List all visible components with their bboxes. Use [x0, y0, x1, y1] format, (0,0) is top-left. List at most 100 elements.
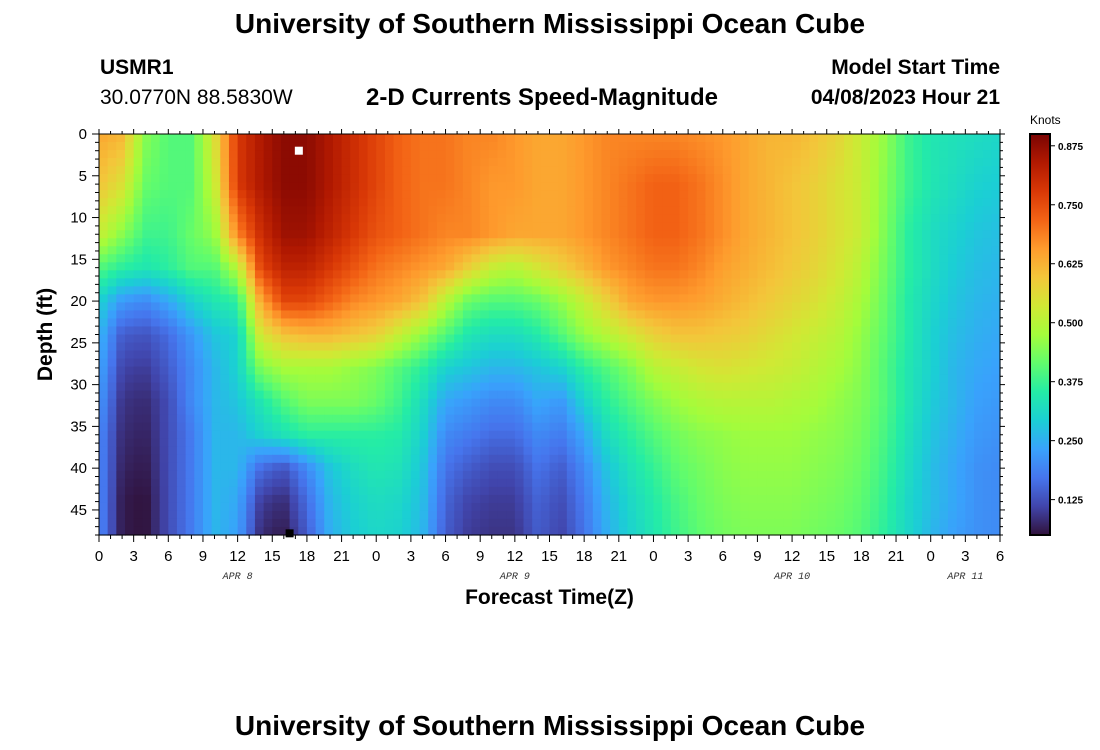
heatmap-cell — [679, 158, 689, 167]
heatmap-cell — [740, 222, 750, 231]
heatmap-cell — [774, 478, 785, 488]
heatmap-cell — [497, 414, 507, 424]
heatmap-cell — [488, 238, 499, 247]
heatmap-cell — [497, 478, 507, 488]
heatmap-cell — [722, 326, 733, 336]
heatmap-cell — [523, 230, 533, 239]
heatmap-cell — [662, 382, 672, 392]
heatmap-cell — [107, 446, 117, 456]
heatmap-cell — [948, 294, 958, 304]
heatmap-cell — [722, 286, 733, 295]
heatmap-cell — [419, 230, 429, 239]
heatmap-cell — [540, 214, 551, 223]
heatmap-cell — [116, 294, 126, 304]
model-start-label: Model Start Time — [831, 56, 1000, 79]
heatmap-cell — [306, 166, 317, 175]
heatmap-cell — [263, 454, 273, 464]
heatmap-cell — [358, 342, 369, 352]
heatmap-cell — [532, 414, 542, 424]
heatmap-cell — [540, 414, 551, 424]
heatmap-cell — [549, 462, 559, 472]
heatmap-cell — [358, 302, 369, 312]
heatmap-cell — [913, 190, 923, 199]
heatmap-cell — [904, 158, 914, 167]
heatmap-cell — [757, 454, 767, 464]
heatmap-cell — [228, 366, 239, 376]
heatmap-cell — [740, 422, 750, 432]
heatmap-cell — [774, 502, 785, 512]
heatmap-cell — [948, 446, 958, 456]
heatmap-cell — [800, 502, 810, 512]
heatmap-cell — [324, 494, 334, 504]
heatmap-cell — [679, 422, 689, 432]
heatmap-cell — [575, 446, 585, 456]
heatmap-cell — [566, 486, 577, 496]
heatmap-cell — [904, 230, 914, 239]
heatmap-cell — [324, 470, 334, 480]
heatmap-cell — [280, 390, 291, 400]
heatmap-cell — [454, 446, 464, 456]
heatmap-cell — [298, 494, 308, 504]
heatmap-cell — [289, 454, 299, 464]
heatmap-cell — [358, 422, 369, 432]
heatmap-cell — [376, 422, 386, 432]
heatmap-cell — [870, 318, 880, 328]
heatmap-cell — [844, 270, 854, 279]
heatmap-cell — [826, 350, 836, 360]
heatmap-cell — [618, 502, 629, 512]
heatmap-cell — [861, 422, 871, 432]
heatmap-cell — [930, 398, 940, 408]
heatmap-cell — [809, 302, 819, 312]
heatmap-cell — [402, 438, 412, 448]
heatmap-cell — [878, 366, 888, 376]
heatmap-cell — [523, 254, 533, 263]
heatmap-cell — [584, 430, 594, 440]
heatmap-cell — [133, 326, 143, 336]
heatmap-cell — [99, 326, 109, 336]
heatmap-cell — [246, 134, 256, 143]
heatmap-cell — [974, 430, 984, 440]
heatmap-cell — [688, 142, 698, 151]
heatmap-cell — [748, 342, 759, 352]
heatmap-cell — [627, 182, 637, 191]
heatmap-cell — [904, 374, 914, 384]
heatmap-cell — [618, 414, 629, 424]
heatmap-cell — [835, 222, 845, 231]
heatmap-cell — [142, 278, 152, 287]
heatmap-cell — [835, 270, 845, 279]
heatmap-cell — [454, 150, 464, 159]
heatmap-cell — [263, 262, 273, 271]
heatmap-cell — [956, 478, 966, 488]
heatmap-cell — [887, 206, 897, 215]
heatmap-cell — [844, 358, 854, 368]
heatmap-cell — [176, 398, 187, 408]
heatmap-cell — [618, 318, 629, 328]
heatmap-cell — [887, 326, 897, 336]
heatmap-cell — [575, 134, 585, 143]
heatmap-cell — [939, 166, 949, 175]
heatmap-cell — [488, 446, 499, 456]
heatmap-cell — [688, 406, 698, 416]
heatmap-cell — [99, 270, 109, 279]
heatmap-cell — [783, 358, 793, 368]
heatmap-cell — [436, 254, 447, 263]
heatmap-cell — [731, 246, 741, 255]
heatmap-cell — [272, 342, 282, 352]
heatmap-cell — [792, 142, 802, 151]
heatmap-cell — [783, 270, 793, 279]
heatmap-cell — [783, 198, 793, 207]
heatmap-cell — [887, 150, 897, 159]
heatmap-cell — [878, 446, 888, 456]
heatmap-cell — [870, 158, 880, 167]
heatmap-cell — [376, 374, 386, 384]
heatmap-cell — [393, 502, 403, 512]
heatmap-cell — [636, 374, 646, 384]
heatmap-cell — [636, 222, 646, 231]
heatmap-cell — [402, 350, 412, 360]
heatmap-cell — [852, 246, 862, 255]
heatmap-cell — [159, 174, 169, 183]
heatmap-cell — [731, 502, 741, 512]
heatmap-cell — [454, 310, 464, 320]
heatmap-cell — [930, 302, 940, 312]
heatmap-cell — [800, 494, 810, 504]
